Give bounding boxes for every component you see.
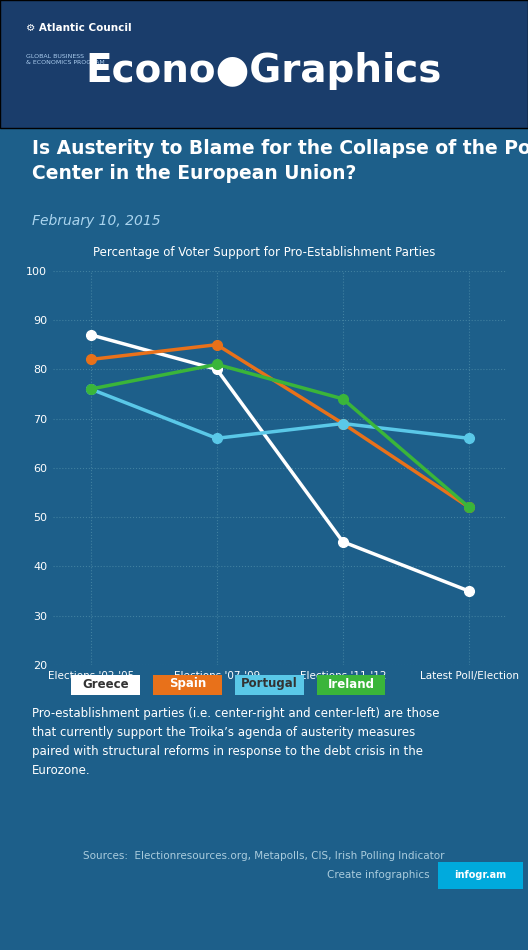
FancyBboxPatch shape: [235, 675, 304, 695]
Text: Econo●Graphics: Econo●Graphics: [86, 51, 442, 90]
Text: Ireland: Ireland: [327, 677, 375, 691]
Text: Percentage of Voter Support for Pro-Establishment Parties: Percentage of Voter Support for Pro-Esta…: [93, 246, 435, 259]
FancyBboxPatch shape: [438, 862, 523, 889]
FancyBboxPatch shape: [71, 675, 140, 695]
FancyBboxPatch shape: [153, 675, 222, 695]
Text: infogr.am: infogr.am: [455, 870, 506, 881]
Text: Create infographics: Create infographics: [327, 870, 430, 880]
Text: February 10, 2015: February 10, 2015: [32, 214, 161, 228]
Text: Greece: Greece: [82, 677, 129, 691]
Text: ⚙ Atlantic Council: ⚙ Atlantic Council: [26, 23, 132, 33]
Text: Is Austerity to Blame for the Collapse of the Political
Center in the European U: Is Austerity to Blame for the Collapse o…: [32, 140, 528, 183]
Text: Sources:  Electionresources.org, Metapolls, CIS, Irish Polling Indicator: Sources: Electionresources.org, Metapoll…: [83, 851, 445, 861]
Text: Portugal: Portugal: [241, 677, 298, 691]
Text: GLOBAL BUSINESS
& ECONOMICS PROGRAM: GLOBAL BUSINESS & ECONOMICS PROGRAM: [26, 54, 105, 65]
Text: Pro-establishment parties (i.e. center-right and center-left) are those
that cur: Pro-establishment parties (i.e. center-r…: [32, 707, 439, 776]
FancyBboxPatch shape: [0, 0, 528, 128]
FancyBboxPatch shape: [317, 675, 385, 695]
Text: Spain: Spain: [169, 677, 206, 691]
